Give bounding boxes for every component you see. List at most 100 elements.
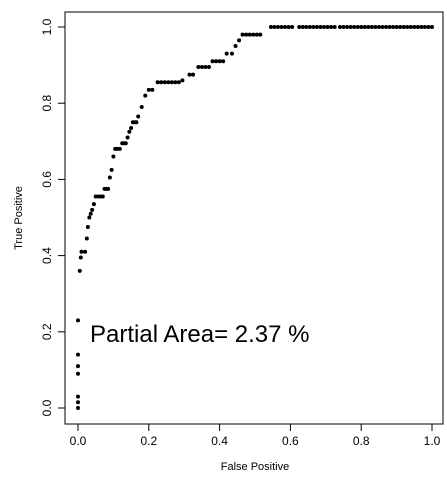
data-point <box>391 25 396 29</box>
y-tick-label: 0.6 <box>40 171 54 188</box>
data-point <box>290 25 295 29</box>
y-tick-label: 0.0 <box>40 399 54 416</box>
data-point <box>254 32 259 37</box>
data-point <box>258 32 263 37</box>
data-point <box>139 105 144 110</box>
data-point <box>87 215 92 220</box>
data-point <box>123 141 128 146</box>
data-point <box>127 129 132 134</box>
data-point <box>366 25 371 29</box>
data-point <box>224 51 229 56</box>
x-axis-label: False Positive <box>221 461 289 473</box>
data-point <box>419 25 424 29</box>
data-point <box>83 249 88 254</box>
data-point <box>286 25 291 29</box>
data-point <box>199 65 204 70</box>
data-point <box>376 25 381 29</box>
data-point <box>345 25 350 29</box>
data-point <box>387 25 392 29</box>
data-point <box>398 25 403 29</box>
data-point <box>100 194 105 199</box>
data-point <box>405 25 410 29</box>
data-point <box>325 25 330 29</box>
data-point <box>383 25 388 29</box>
data-point <box>166 80 171 85</box>
data-point <box>88 211 93 216</box>
data-point <box>76 318 80 323</box>
data-point <box>196 65 201 70</box>
x-tick-label: 0.4 <box>211 434 228 448</box>
data-point <box>106 186 111 191</box>
data-point <box>76 364 80 369</box>
x-tick-label: 1.0 <box>424 434 441 448</box>
data-point <box>240 32 245 37</box>
data-points <box>76 25 434 410</box>
data-point <box>229 51 234 56</box>
data-point <box>359 25 364 29</box>
data-point <box>352 25 357 29</box>
data-point <box>129 125 134 130</box>
data-point <box>206 65 211 70</box>
data-point <box>311 25 316 29</box>
data-point <box>341 25 346 29</box>
data-point <box>90 207 95 212</box>
data-point <box>318 25 323 29</box>
data-point <box>314 25 319 29</box>
data-point <box>300 25 305 29</box>
data-point <box>191 72 196 77</box>
data-point <box>76 406 80 410</box>
x-axis: 0.0 0.2 0.4 0.6 0.8 1.0 <box>70 423 441 448</box>
x-tick-label: 0.2 <box>140 434 157 448</box>
data-point <box>162 80 167 85</box>
data-point <box>355 25 360 29</box>
data-point <box>76 400 80 405</box>
data-point <box>169 80 174 85</box>
data-point <box>85 225 90 230</box>
data-point <box>155 80 160 85</box>
data-point <box>214 59 219 64</box>
data-point <box>221 59 226 64</box>
data-point <box>373 25 378 29</box>
data-point <box>251 32 256 37</box>
data-point <box>210 59 215 64</box>
data-point <box>217 59 222 64</box>
data-point <box>332 25 337 29</box>
data-point <box>348 25 353 29</box>
data-point <box>77 268 82 273</box>
data-point <box>180 78 185 83</box>
data-point <box>114 146 119 151</box>
data-point <box>401 25 406 29</box>
y-tick-label: 0.2 <box>40 323 54 340</box>
data-point <box>76 371 80 376</box>
data-point <box>412 25 417 29</box>
data-point <box>380 25 385 29</box>
data-point <box>272 25 277 29</box>
x-tick-label: 0.0 <box>70 434 87 448</box>
data-point <box>76 352 80 357</box>
data-point <box>244 32 249 37</box>
data-point <box>430 25 434 29</box>
data-point <box>125 135 130 140</box>
data-point <box>279 25 284 29</box>
y-tick-label: 1.0 <box>40 18 54 35</box>
data-point <box>187 72 192 77</box>
data-point <box>322 25 327 29</box>
data-point <box>203 65 208 70</box>
data-point <box>337 25 342 29</box>
data-point <box>78 255 83 260</box>
data-point <box>173 80 178 85</box>
plot-frame <box>64 11 444 425</box>
data-point <box>107 175 112 180</box>
data-point <box>247 32 252 37</box>
data-point <box>369 25 374 29</box>
data-point <box>79 249 84 254</box>
data-point <box>394 25 399 29</box>
data-point <box>143 93 148 98</box>
data-point <box>146 87 151 92</box>
data-point <box>176 80 181 85</box>
data-point <box>304 25 309 29</box>
data-point <box>408 25 413 29</box>
data-point <box>159 80 164 85</box>
data-point <box>91 202 96 207</box>
data-point <box>307 25 312 29</box>
